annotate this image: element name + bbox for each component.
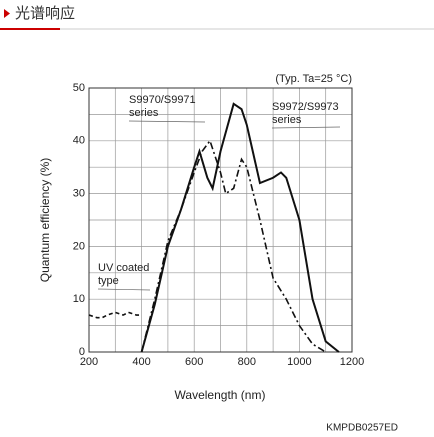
x-tick-label: 600 <box>185 356 203 368</box>
plot-frame <box>88 87 353 353</box>
series-label: S9970/S9971 <box>129 94 196 106</box>
x-tick-label: 200 <box>80 356 98 368</box>
series-label: UV coated <box>98 262 149 274</box>
series-label: type <box>98 275 119 287</box>
leader-line <box>128 120 206 123</box>
y-tick-label: 30 <box>73 188 85 200</box>
leader-line <box>97 288 151 291</box>
leader-line <box>271 126 341 129</box>
header-title: 光谱响应 <box>15 4 75 22</box>
series-label: series <box>129 107 159 119</box>
y-tick-label: 10 <box>73 293 85 305</box>
y-tick-label: 0 <box>79 346 85 358</box>
x-tick-label: 1000 <box>287 356 311 368</box>
series-line <box>140 139 327 353</box>
x-tick-label: 1200 <box>340 356 364 368</box>
x-axis-title: Wavelength (nm) <box>175 388 266 402</box>
figure-code: KMPDB0257ED <box>326 423 398 434</box>
series-line <box>88 311 142 319</box>
y-axis-title: Quantum efficiency (%) <box>38 158 52 283</box>
header-marker <box>4 9 10 18</box>
y-tick-label: 20 <box>73 240 85 252</box>
x-tick-label: 800 <box>238 356 256 368</box>
series-line <box>140 102 340 353</box>
x-tick-label: 400 <box>132 356 150 368</box>
chart-annotation: (Typ. Ta=25 °C) <box>275 73 352 85</box>
series-label: S9972/S9973 <box>272 101 339 113</box>
y-tick-label: 50 <box>73 82 85 94</box>
y-tick-label: 40 <box>73 135 85 147</box>
series-label: series <box>272 114 302 126</box>
